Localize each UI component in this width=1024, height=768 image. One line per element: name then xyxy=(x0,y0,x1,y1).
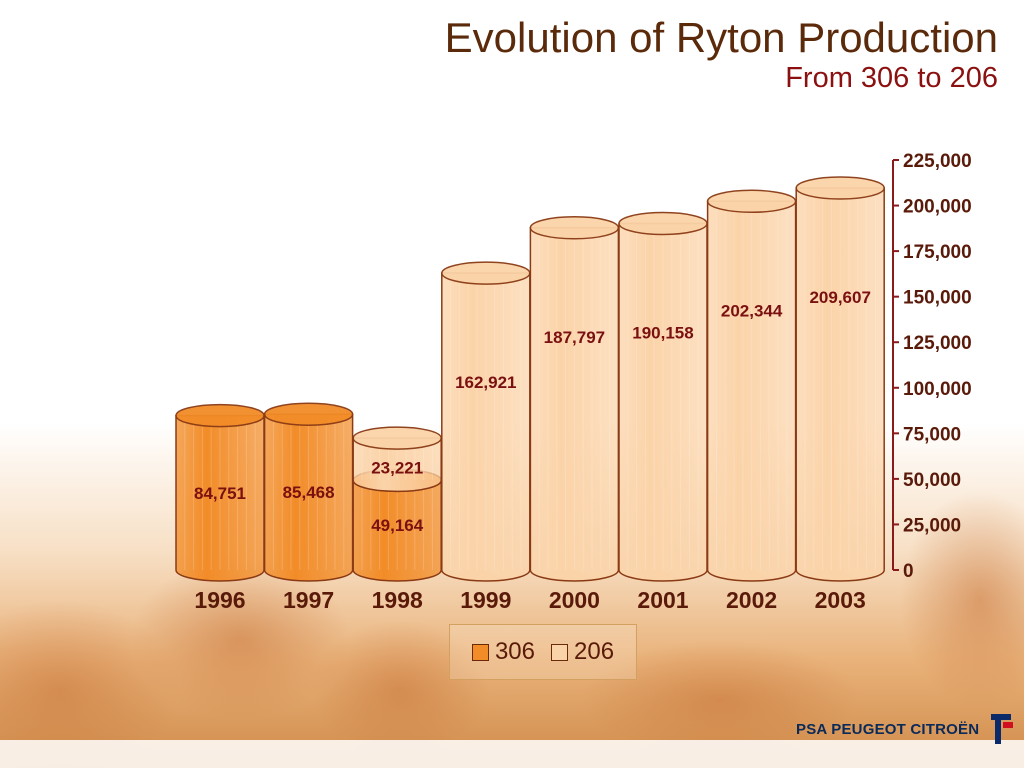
y-tick-label: 200,000 xyxy=(903,197,972,218)
y-tick-label: 50,000 xyxy=(903,470,961,491)
data-label: 84,751 xyxy=(194,484,246,503)
legend-swatch xyxy=(471,643,489,661)
y-tick-label: 175,000 xyxy=(903,242,972,263)
y-tick-label: 25,000 xyxy=(903,515,961,536)
y-tick-label: 125,000 xyxy=(903,333,972,354)
cylinder-top xyxy=(529,216,620,240)
x-tick-label: 1996 xyxy=(194,587,245,613)
legend-item-206: 206 xyxy=(551,638,614,666)
cylinder-body xyxy=(352,479,442,582)
cylinder-body xyxy=(529,227,620,582)
bar-2000-206 xyxy=(529,216,620,582)
bar-2002-206 xyxy=(706,189,797,582)
lion-flag-icon xyxy=(991,714,1014,744)
y-tick-label: 150,000 xyxy=(903,288,972,309)
legend-label: 306 xyxy=(494,638,535,665)
bar-1998-206 xyxy=(352,426,442,493)
logo-text: PSA PEUGEOT CITROËN xyxy=(796,720,980,738)
data-label: 187,797 xyxy=(544,328,605,347)
legend-label: 206 xyxy=(574,638,615,665)
chart-title: Evolution of Ryton Production xyxy=(444,14,998,61)
legend: 306 206 xyxy=(449,624,637,680)
cylinder-body xyxy=(175,414,265,582)
bar-1997-306 xyxy=(263,402,354,582)
cylinder-top xyxy=(618,211,708,236)
y-tick-label: 225,000 xyxy=(903,151,972,172)
x-tick-label: 1999 xyxy=(460,587,511,613)
data-label: 190,158 xyxy=(632,323,693,342)
cylinder-body xyxy=(441,272,531,582)
cylinder-top xyxy=(352,426,442,450)
y-tick-label: 100,000 xyxy=(903,379,972,400)
cylinder-top xyxy=(795,176,885,200)
x-tick-label: 1997 xyxy=(283,587,334,613)
data-label: 85,468 xyxy=(283,483,335,502)
data-label: 23,221 xyxy=(371,458,423,477)
cylinder-top xyxy=(706,189,797,214)
x-tick-label: 2003 xyxy=(815,587,866,613)
cylinder-top xyxy=(175,403,265,428)
bar-2001-206 xyxy=(618,211,708,582)
psa-logo: PSA PEUGEOT CITROËN xyxy=(796,711,1015,747)
cylinder-body xyxy=(352,437,442,493)
legend-swatch xyxy=(551,643,568,661)
x-tick-label: 1998 xyxy=(372,587,423,613)
legend-item-306: 306 xyxy=(471,638,535,666)
x-tick-label: 2001 xyxy=(637,587,688,613)
bar-2003-206 xyxy=(795,176,885,582)
bar-1999-206 xyxy=(441,261,531,582)
cylinder-body xyxy=(706,200,797,582)
bar-1996-306 xyxy=(175,403,265,582)
cylinder-body xyxy=(263,413,354,582)
data-label: 49,164 xyxy=(371,516,424,535)
x-tick-label: 2000 xyxy=(549,587,600,613)
cylinder-top xyxy=(441,261,531,285)
cylinder-top xyxy=(263,402,354,427)
chart-subtitle: From 306 to 206 xyxy=(785,62,998,94)
y-tick-label: 0 xyxy=(903,561,914,582)
data-label: 209,607 xyxy=(809,288,870,307)
cylinder-body xyxy=(795,187,885,582)
y-tick-label: 75,000 xyxy=(903,424,961,445)
data-label: 202,344 xyxy=(721,301,783,320)
cylinder-body xyxy=(618,222,708,582)
x-tick-label: 2002 xyxy=(726,587,777,613)
data-label: 162,921 xyxy=(455,373,516,392)
